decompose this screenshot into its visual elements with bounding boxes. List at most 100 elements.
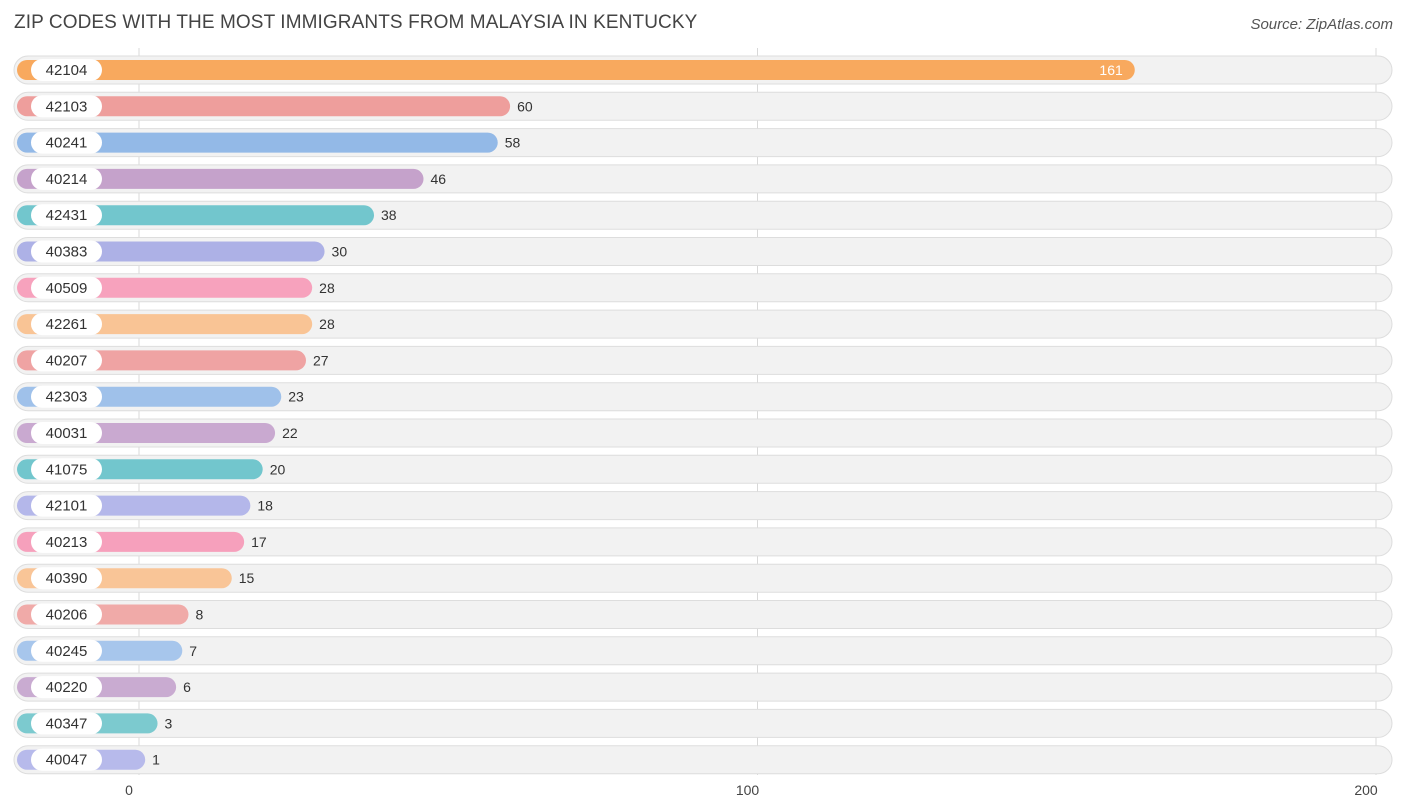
bar-row: 42261 28 — [17, 313, 335, 336]
bar-row: 40245 7 — [17, 639, 197, 662]
category-label: 40383 — [46, 244, 88, 261]
category-label: 40245 — [46, 643, 88, 660]
data-label: 18 — [257, 498, 273, 514]
data-label: 46 — [431, 171, 447, 187]
bar — [17, 168, 424, 189]
category-label: 42103 — [46, 98, 88, 115]
bar — [17, 132, 498, 153]
category-label-pill — [31, 313, 102, 336]
bar-row: 40390 15 — [17, 567, 255, 590]
data-label: 38 — [381, 207, 397, 223]
category-label: 42104 — [46, 62, 88, 79]
row-background — [13, 636, 1393, 666]
row-background — [13, 237, 1393, 266]
category-label: 40509 — [46, 280, 88, 297]
row-background — [13, 273, 1393, 303]
data-label: 58 — [505, 135, 521, 151]
row-background — [13, 345, 1393, 375]
category-label: 40220 — [46, 679, 88, 696]
chart-title: ZIP CODES WITH THE MOST IMMIGRANTS FROM … — [14, 12, 698, 33]
x-tick-label: 100 — [736, 782, 760, 798]
bar-row: 40206 8 — [17, 603, 203, 626]
bar — [17, 96, 511, 117]
data-label: 23 — [288, 389, 304, 405]
bar — [17, 205, 375, 226]
x-axis-ticks: 0 100 200 — [125, 782, 1378, 798]
category-label-pill — [31, 494, 102, 517]
category-label-pill — [31, 59, 102, 81]
category-label-pill — [31, 204, 102, 227]
bar-row: 40347 3 — [17, 712, 173, 735]
category-label: 40214 — [46, 171, 88, 188]
x-tick-label: 200 — [1354, 782, 1378, 798]
bar — [17, 60, 1135, 80]
data-label: 28 — [319, 316, 335, 332]
bar-row: 42431 38 — [17, 204, 397, 227]
bar-row: 42101 18 — [17, 494, 273, 517]
data-label: 161 — [1099, 62, 1123, 78]
bar-row: 40214 46 — [17, 167, 447, 190]
data-label: 17 — [251, 534, 267, 550]
category-label: 40206 — [46, 607, 88, 624]
row-background — [13, 418, 1393, 448]
category-label: 42261 — [46, 316, 88, 333]
source-credit: Source: ZipAtlas.com — [1250, 16, 1393, 33]
category-label-pill — [31, 131, 102, 154]
data-label: 30 — [332, 244, 348, 260]
category-label: 41075 — [46, 461, 88, 478]
category-label-pill — [31, 676, 102, 699]
bar-row: 40220 6 — [17, 676, 191, 699]
category-label-pill — [31, 530, 102, 553]
bar-row: 40213 17 — [17, 530, 267, 553]
row-background — [13, 708, 1393, 738]
category-label: 40390 — [46, 570, 88, 587]
category-label: 40047 — [46, 752, 88, 769]
data-label: 20 — [270, 461, 286, 477]
category-label: 40031 — [46, 425, 88, 442]
data-label: 15 — [239, 570, 255, 586]
data-label: 27 — [313, 352, 329, 368]
category-label-pill — [31, 603, 102, 626]
category-label-pill — [31, 385, 102, 408]
data-label: 6 — [183, 679, 191, 695]
bar-row: 40509 28 — [17, 276, 335, 299]
row-background — [13, 454, 1393, 484]
category-label-pill — [31, 349, 102, 372]
row-background — [13, 382, 1393, 412]
row-background — [13, 527, 1393, 557]
category-label: 40207 — [46, 352, 88, 369]
category-label-pill — [31, 712, 102, 735]
bar-row: 42103 60 — [17, 95, 533, 118]
category-label-pill — [31, 276, 102, 299]
bar-row: 40047 1 — [17, 748, 160, 771]
data-label: 8 — [195, 607, 203, 623]
bar-row: 40031 22 — [17, 422, 298, 444]
bar-row: 40207 27 — [17, 349, 329, 372]
data-label: 22 — [282, 425, 298, 441]
category-label-pill — [31, 422, 102, 444]
row-background — [13, 745, 1393, 775]
data-label: 3 — [165, 715, 173, 731]
row-background — [13, 672, 1393, 702]
row-background — [13, 600, 1393, 629]
category-label: 42303 — [46, 389, 88, 406]
category-label: 42101 — [46, 498, 88, 515]
category-label-pill — [31, 167, 102, 190]
category-label-pill — [31, 748, 102, 771]
bar-row: 42104 161 — [17, 59, 1135, 81]
row-background — [13, 309, 1393, 339]
row-background — [13, 563, 1393, 593]
bar-row: 41075 20 — [17, 458, 286, 481]
bar-row: 42303 23 — [17, 385, 304, 408]
data-label: 1 — [152, 752, 160, 768]
category-label: 42431 — [46, 207, 88, 224]
category-label-pill — [31, 639, 102, 662]
category-label: 40241 — [46, 135, 88, 152]
data-label: 7 — [189, 643, 197, 659]
data-label: 28 — [319, 280, 335, 296]
category-label-pill — [31, 458, 102, 481]
x-tick-label: 0 — [125, 782, 133, 798]
category-label-pill — [31, 240, 102, 263]
